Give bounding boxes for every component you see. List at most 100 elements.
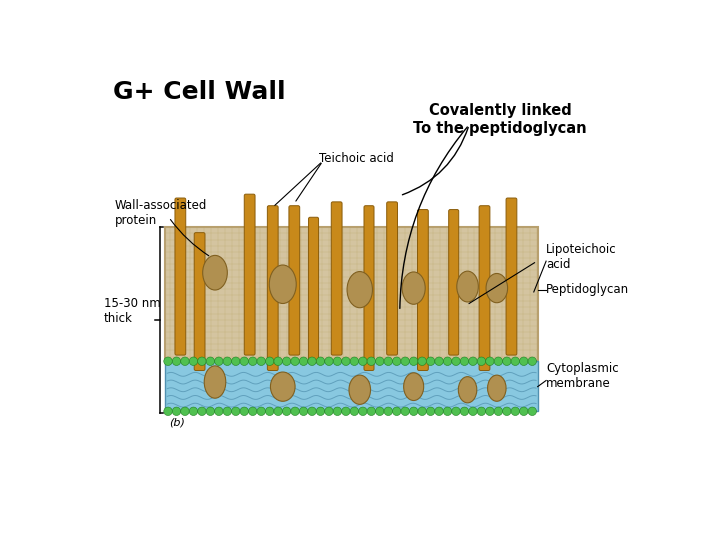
Circle shape (223, 357, 232, 366)
Ellipse shape (402, 272, 426, 304)
Ellipse shape (459, 377, 477, 403)
Circle shape (503, 407, 511, 416)
Ellipse shape (486, 273, 508, 303)
Ellipse shape (271, 372, 295, 401)
Circle shape (528, 407, 536, 416)
Ellipse shape (347, 272, 372, 308)
Circle shape (206, 407, 215, 416)
Circle shape (316, 407, 325, 416)
FancyBboxPatch shape (309, 217, 318, 363)
Circle shape (248, 407, 257, 416)
Ellipse shape (456, 271, 478, 302)
Circle shape (410, 357, 418, 366)
Circle shape (232, 407, 240, 416)
Circle shape (451, 407, 460, 416)
Circle shape (359, 357, 367, 366)
FancyBboxPatch shape (449, 210, 459, 355)
Circle shape (469, 357, 477, 366)
Text: (b): (b) (168, 417, 184, 427)
Circle shape (172, 357, 181, 366)
Ellipse shape (404, 373, 423, 401)
Circle shape (494, 357, 503, 366)
Circle shape (240, 407, 248, 416)
Circle shape (291, 407, 300, 416)
Circle shape (486, 407, 494, 416)
Circle shape (384, 357, 392, 366)
Circle shape (223, 407, 232, 416)
FancyBboxPatch shape (175, 198, 186, 355)
Circle shape (426, 357, 435, 366)
Circle shape (486, 357, 494, 366)
Circle shape (300, 407, 307, 416)
Circle shape (232, 357, 240, 366)
Circle shape (444, 357, 451, 366)
Circle shape (172, 407, 181, 416)
Circle shape (511, 407, 520, 416)
FancyBboxPatch shape (331, 202, 342, 355)
Circle shape (181, 357, 189, 366)
Circle shape (342, 357, 350, 366)
Ellipse shape (349, 375, 371, 404)
Circle shape (240, 357, 248, 366)
Circle shape (435, 357, 444, 366)
FancyBboxPatch shape (289, 206, 300, 355)
Circle shape (198, 357, 206, 366)
Circle shape (215, 407, 223, 416)
Circle shape (282, 407, 291, 416)
FancyBboxPatch shape (244, 194, 255, 355)
Circle shape (274, 407, 282, 416)
Text: Covalently linked
To the peptidoglycan: Covalently linked To the peptidoglycan (413, 103, 587, 136)
Circle shape (392, 357, 401, 366)
Text: Peptidoglycan: Peptidoglycan (546, 283, 629, 296)
Circle shape (418, 357, 426, 366)
Circle shape (444, 407, 451, 416)
Circle shape (477, 407, 486, 416)
FancyBboxPatch shape (479, 206, 490, 370)
Circle shape (333, 357, 342, 366)
Circle shape (376, 407, 384, 416)
FancyBboxPatch shape (506, 198, 517, 355)
Circle shape (291, 357, 300, 366)
Circle shape (410, 407, 418, 416)
Circle shape (460, 407, 469, 416)
Circle shape (384, 407, 392, 416)
Circle shape (215, 357, 223, 366)
Circle shape (307, 407, 316, 416)
Circle shape (503, 357, 511, 366)
FancyBboxPatch shape (165, 226, 539, 361)
Circle shape (257, 357, 266, 366)
Circle shape (401, 357, 410, 366)
Circle shape (274, 357, 282, 366)
Circle shape (528, 357, 536, 366)
Circle shape (392, 407, 401, 416)
Circle shape (367, 407, 376, 416)
Circle shape (266, 407, 274, 416)
Circle shape (451, 357, 460, 366)
FancyBboxPatch shape (387, 202, 397, 355)
Circle shape (206, 357, 215, 366)
Circle shape (520, 407, 528, 416)
Circle shape (189, 357, 198, 366)
Circle shape (333, 407, 342, 416)
Circle shape (181, 407, 189, 416)
Circle shape (435, 407, 444, 416)
Circle shape (469, 407, 477, 416)
Circle shape (426, 407, 435, 416)
Ellipse shape (269, 265, 296, 303)
Ellipse shape (204, 366, 226, 398)
Text: Teichoic acid: Teichoic acid (319, 152, 394, 165)
Circle shape (477, 357, 486, 366)
Circle shape (163, 407, 172, 416)
Circle shape (198, 407, 206, 416)
FancyBboxPatch shape (194, 233, 205, 370)
Circle shape (376, 357, 384, 366)
Text: Wall-associated
protein: Wall-associated protein (115, 199, 207, 227)
Circle shape (163, 357, 172, 366)
FancyBboxPatch shape (165, 361, 539, 411)
Circle shape (282, 357, 291, 366)
FancyBboxPatch shape (418, 210, 428, 370)
Circle shape (494, 407, 503, 416)
Circle shape (350, 407, 359, 416)
Circle shape (325, 357, 333, 366)
FancyBboxPatch shape (364, 206, 374, 370)
